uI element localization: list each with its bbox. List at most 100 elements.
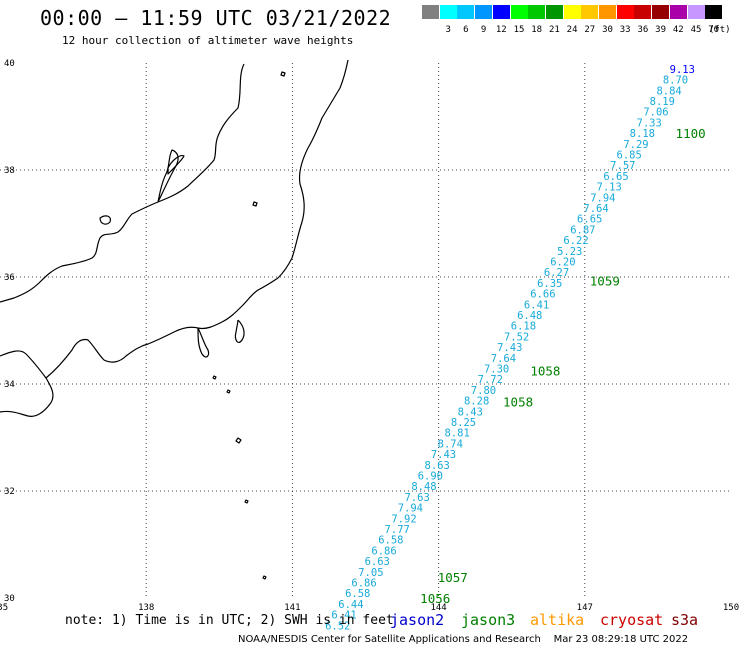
swh-label: 7.30 [484,363,509,375]
legend-label: 3 [445,25,451,35]
island-8 [252,201,258,207]
map-grid [0,63,731,598]
swh-label: 7.92 [391,513,416,525]
swh-label: 7.43 [497,342,522,354]
mission-s3a: s3a [671,611,699,629]
time-label: 1058 [503,395,533,410]
mission-altika: altika [530,611,585,629]
swh-label: 6.18 [511,321,536,333]
swh-label: 7.57 [610,160,635,172]
lon-tick-label: 144 [430,603,446,613]
coastline-honshu [0,63,245,303]
legend-label: 36 [637,25,649,35]
swh-label: 7.72 [478,374,503,386]
swh-label: 6.86 [351,577,376,589]
swh-label: 6.86 [371,545,396,557]
legend-swatch [545,5,563,19]
swh-label: 6.63 [365,556,390,568]
swh-label: 6.65 [577,214,602,226]
legend-label: 30 [602,25,613,35]
legend-swatch [528,5,546,19]
legend-swatch [510,5,528,19]
mission-cryosat: cryosat [600,611,664,629]
time-label: 1059 [590,274,620,289]
legend-label: 15 [513,25,525,35]
legend-label: 18 [531,25,543,35]
legend-swatch [634,5,652,19]
legend-label: 6 [463,25,469,35]
swh-label: 6.22 [563,235,588,247]
swh-label: 6.65 [603,171,628,183]
legend-swatch [581,5,599,19]
swh-label: 7.77 [385,524,410,536]
swh-label: 6.85 [617,149,642,161]
swh-label: 6.27 [544,267,569,279]
legend-swatch [705,5,723,19]
legend-swatch [492,5,510,19]
time-label: 1057 [438,570,468,585]
swh-label: 7.06 [643,107,668,119]
swh-label: 8.70 [663,75,688,87]
coastline-noto [157,149,179,203]
swh-label: 8.81 [444,428,469,440]
legend-swatch [669,5,687,19]
swh-label: 7.64 [583,203,608,215]
swh-label: 7.33 [637,117,662,129]
lat-tick-label: 36 [4,273,15,283]
swh-label: 8.25 [451,417,476,429]
island-4 [244,499,249,504]
page-title: 00:00 – 11:59 UTC 03/21/2022 [40,6,392,30]
lat-tick-label: 40 [4,59,15,69]
lon-tick-label: 150 [723,603,739,613]
time-label: 1100 [676,126,706,141]
legend-label: 70 [708,25,720,35]
legend-label: 27 [584,25,596,35]
legend-swatch [475,5,493,19]
swh-label: 7.80 [471,385,496,397]
coastline-pacific [0,350,54,417]
footer-note: note: 1) Time is in UTC; 2) SWH is in fe… [65,613,394,628]
island-2 [212,375,217,380]
swh-label: 7.94 [590,192,615,204]
mission-jason3: jason3 [461,611,516,629]
lat-tick-label: 30 [4,594,15,604]
swh-label: 7.64 [491,353,516,365]
island-7 [280,71,286,77]
legend-swatch [563,5,581,19]
swh-label: 7.29 [623,139,648,151]
coastline-kii [45,257,293,379]
legend-swatch [457,5,475,19]
coastline-sado [167,155,185,175]
swh-label: 6.66 [530,289,555,301]
swh-label: 6.52 [325,620,350,632]
swh-label: 8.28 [464,396,489,408]
swh-label: 6.90 [418,470,443,482]
swh-label: 8.48 [411,481,436,493]
legend-swatch [616,5,634,19]
swh-label: 6.41 [524,299,549,311]
swh-label: 7.63 [405,492,430,504]
island-1 [235,437,242,444]
axis-ticks: 135 138 141 144 147 150 30 32 34 36 38 40 [0,59,739,613]
legend-label: 12 [495,25,507,35]
swh-label: 6.48 [517,310,542,322]
time-label: 1056 [420,591,450,606]
coastline-tohoku [291,59,349,259]
coastline-izu [197,327,210,358]
mission-jason2: jason2 [390,611,445,629]
lat-tick-label: 32 [4,487,15,497]
swh-label: 6.87 [570,224,595,236]
legend-unit: (ft) [708,25,731,35]
island-3 [226,389,231,394]
swh-label: 9.13 [670,64,695,76]
swh-label: 7.05 [358,567,383,579]
lon-tick-label: 138 [138,603,154,613]
satellite-track: 9.138.708.848.197.067.338.187.296.857.57… [325,64,706,632]
legend-label: 24 [566,25,578,35]
swh-label: 7.13 [597,182,622,194]
coastline-boso [234,319,245,343]
lon-tick-label: 135 [0,603,8,613]
swh-label: 6.58 [345,588,370,600]
swh-label: 7.52 [504,331,529,343]
